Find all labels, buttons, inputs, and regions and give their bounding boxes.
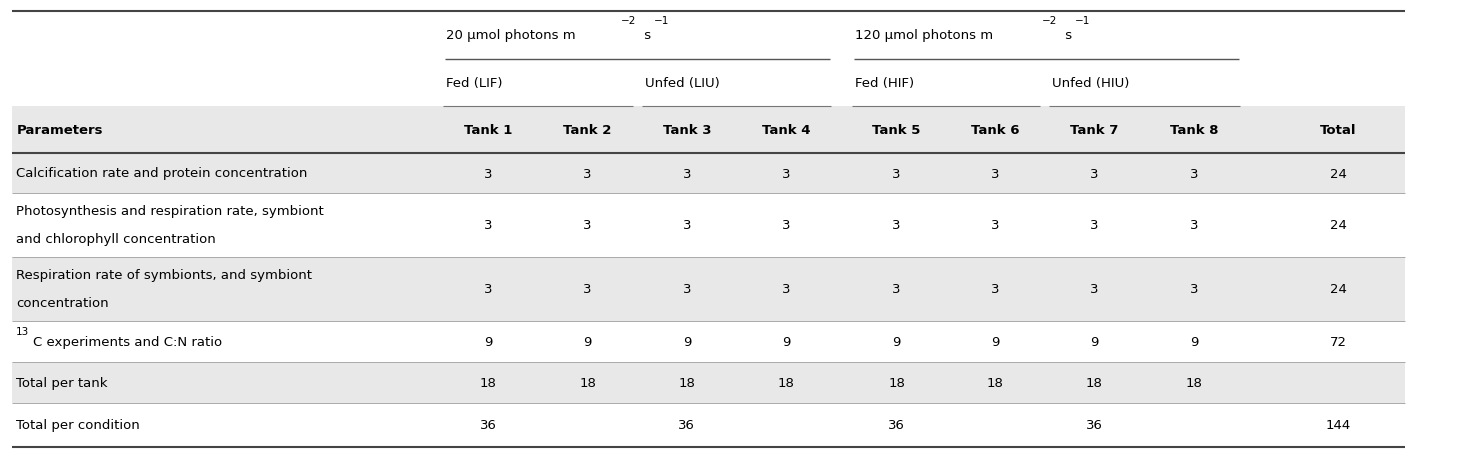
Text: 9: 9	[584, 335, 591, 348]
Text: 3: 3	[991, 282, 999, 295]
Text: 18: 18	[987, 376, 1003, 389]
Text: 36: 36	[888, 418, 906, 432]
Text: Parameters: Parameters	[16, 124, 102, 137]
Text: and chlorophyll concentration: and chlorophyll concentration	[16, 233, 216, 246]
Text: 144: 144	[1325, 418, 1352, 432]
Text: −2: −2	[621, 16, 636, 26]
Text: 24: 24	[1329, 167, 1347, 180]
Text: Tank 3: Tank 3	[662, 124, 711, 137]
Text: 3: 3	[485, 219, 492, 232]
Text: Total per condition: Total per condition	[16, 418, 141, 432]
Text: Fed (LIF): Fed (LIF)	[446, 77, 502, 90]
Bar	[12, 321, 1405, 363]
Text: 24: 24	[1329, 282, 1347, 295]
Text: 18: 18	[1186, 376, 1203, 389]
Text: −1: −1	[654, 16, 668, 26]
Text: 36: 36	[1086, 418, 1103, 432]
Text: concentration: concentration	[16, 296, 110, 309]
Text: Total per tank: Total per tank	[16, 376, 108, 389]
Text: 3: 3	[1091, 219, 1098, 232]
Text: 3: 3	[1190, 167, 1199, 180]
Text: 3: 3	[991, 167, 999, 180]
Text: −2: −2	[1042, 16, 1057, 26]
Text: 72: 72	[1329, 335, 1347, 348]
Text: C experiments and C:N ratio: C experiments and C:N ratio	[33, 335, 222, 348]
Text: 3: 3	[782, 282, 790, 295]
Text: 3: 3	[991, 219, 999, 232]
Bar	[12, 12, 1405, 106]
Bar	[12, 257, 1405, 321]
Text: s: s	[1061, 29, 1073, 43]
Text: Unfed (HIU): Unfed (HIU)	[1052, 77, 1129, 90]
Text: 9: 9	[485, 335, 492, 348]
Text: 3: 3	[485, 282, 492, 295]
Text: 3: 3	[1190, 219, 1199, 232]
Text: Tank 2: Tank 2	[563, 124, 612, 137]
Text: 3: 3	[892, 219, 901, 232]
Text: 18: 18	[778, 376, 794, 389]
Text: 3: 3	[485, 167, 492, 180]
Text: Tank 4: Tank 4	[762, 124, 811, 137]
Text: 18: 18	[579, 376, 596, 389]
Text: Fed (HIF): Fed (HIF)	[855, 77, 914, 90]
Text: 18: 18	[480, 376, 496, 389]
Text: 18: 18	[679, 376, 695, 389]
Text: 3: 3	[584, 167, 591, 180]
Text: 3: 3	[1091, 167, 1098, 180]
Text: 18: 18	[1086, 376, 1103, 389]
Text: Tank 5: Tank 5	[873, 124, 920, 137]
Text: 9: 9	[892, 335, 901, 348]
Text: Calcification rate and protein concentration: Calcification rate and protein concentra…	[16, 167, 308, 180]
Text: 13: 13	[16, 326, 30, 337]
Text: 3: 3	[683, 282, 691, 295]
Text: Photosynthesis and respiration rate, symbiont: Photosynthesis and respiration rate, sym…	[16, 205, 325, 218]
Text: 9: 9	[1091, 335, 1098, 348]
Text: Tank 1: Tank 1	[464, 124, 513, 137]
Text: 3: 3	[1091, 282, 1098, 295]
Text: Respiration rate of symbionts, and symbiont: Respiration rate of symbionts, and symbi…	[16, 269, 313, 282]
Text: Unfed (LIU): Unfed (LIU)	[645, 77, 719, 90]
Text: 9: 9	[991, 335, 999, 348]
Text: s: s	[640, 29, 652, 43]
Text: 24: 24	[1329, 219, 1347, 232]
Text: 9: 9	[782, 335, 790, 348]
Bar	[12, 154, 1405, 194]
Text: 9: 9	[683, 335, 691, 348]
Text: 3: 3	[892, 167, 901, 180]
Text: −1: −1	[1074, 16, 1089, 26]
Text: 9: 9	[1190, 335, 1199, 348]
Text: 3: 3	[1190, 282, 1199, 295]
Text: 3: 3	[584, 219, 591, 232]
Text: Tank 7: Tank 7	[1070, 124, 1119, 137]
Text: 3: 3	[782, 219, 790, 232]
Text: 3: 3	[584, 282, 591, 295]
Bar	[12, 106, 1405, 154]
Text: Tank 6: Tank 6	[971, 124, 1020, 137]
Bar	[12, 403, 1405, 447]
Text: Tank 8: Tank 8	[1171, 124, 1218, 137]
Text: 120 μmol photons m: 120 μmol photons m	[855, 29, 993, 43]
Text: 20 μmol photons m: 20 μmol photons m	[446, 29, 575, 43]
Bar	[12, 194, 1405, 257]
Text: 36: 36	[480, 418, 496, 432]
Text: 3: 3	[782, 167, 790, 180]
Text: 3: 3	[683, 167, 691, 180]
Text: 18: 18	[888, 376, 906, 389]
Text: 3: 3	[683, 219, 691, 232]
Text: 36: 36	[679, 418, 695, 432]
Text: 3: 3	[892, 282, 901, 295]
Bar	[12, 363, 1405, 403]
Text: Total: Total	[1320, 124, 1356, 137]
